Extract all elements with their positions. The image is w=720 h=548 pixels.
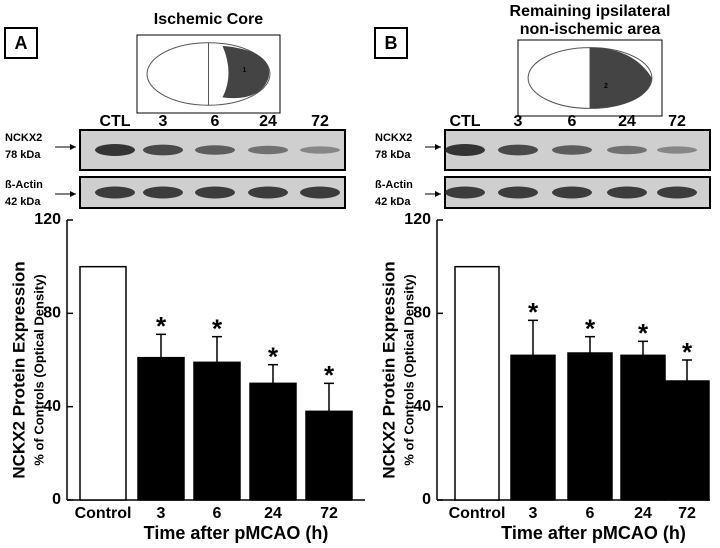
blot-band — [607, 186, 647, 199]
region-number: 2 — [604, 83, 608, 90]
blot-band — [552, 186, 592, 199]
blot-size: 78 kDa — [5, 149, 41, 161]
panel-label: A — [15, 33, 28, 53]
x-tick-label: 3 — [529, 505, 538, 522]
blot-size: 42 kDa — [375, 196, 411, 208]
blot-label: NCKX2 — [5, 132, 42, 144]
x-axis-label: Time after pMCAO (h) — [144, 523, 329, 543]
blot-band — [445, 186, 485, 199]
blot-band — [95, 186, 135, 199]
blot-band — [552, 145, 592, 155]
blot-band — [445, 144, 485, 156]
x-tick-label: 24 — [634, 505, 652, 522]
blot-band — [607, 145, 647, 155]
significance-label: * — [212, 314, 223, 344]
lane-label: 24 — [259, 113, 277, 130]
y-tick-label: 0 — [422, 491, 431, 508]
significance-label: * — [268, 342, 279, 372]
y-axis-label: NCKX2 Protein Expression — [379, 261, 398, 478]
blot-band — [657, 186, 697, 199]
x-tick-label: 6 — [586, 505, 595, 522]
region-number: 1 — [243, 67, 247, 74]
significance-label: * — [682, 337, 693, 367]
bar — [664, 380, 710, 501]
lane-label: CTL — [449, 113, 480, 130]
blot-band — [248, 145, 288, 155]
region-title: Remaining ipsilateral — [510, 3, 671, 20]
blot-band — [498, 186, 538, 199]
blot-band — [300, 186, 340, 199]
lane-label: 3 — [514, 113, 523, 130]
significance-label: * — [585, 314, 596, 344]
y-axis-label: NCKX2 Protein Expression — [9, 261, 28, 478]
lane-label: 3 — [159, 113, 168, 130]
blot-band — [95, 144, 135, 156]
blot-band — [498, 144, 538, 156]
y-axis-sublabel: % of Controls (Optical Density) — [31, 274, 46, 465]
blot-band — [300, 146, 340, 154]
bar — [510, 354, 556, 501]
significance-label: * — [324, 360, 335, 390]
lane-label: CTL — [99, 113, 130, 130]
ischemic-region — [222, 45, 270, 99]
significance-label: * — [156, 311, 167, 341]
bar — [79, 265, 127, 501]
bar — [567, 352, 613, 501]
x-tick-label: 6 — [213, 505, 222, 522]
blot-arrowhead — [435, 144, 441, 150]
blot-arrowhead — [70, 191, 76, 197]
lane-label: 6 — [211, 113, 220, 130]
x-tick-label: 72 — [678, 505, 696, 522]
lane-label: 72 — [668, 113, 686, 130]
non-ischemic-region — [590, 47, 652, 109]
x-tick-label: Control — [449, 505, 506, 522]
significance-label: * — [638, 318, 649, 348]
x-tick-label: 72 — [320, 505, 338, 522]
y-axis-sublabel: % of Controls (Optical Density) — [401, 274, 416, 465]
blot-size: 42 kDa — [5, 196, 41, 208]
bar — [305, 410, 353, 501]
y-tick-label: 0 — [52, 491, 61, 508]
bar — [193, 361, 241, 501]
y-tick-label: 120 — [34, 211, 61, 228]
lane-label: 72 — [311, 113, 329, 130]
blot-arrowhead — [435, 191, 441, 197]
panel-label-box — [374, 27, 408, 59]
x-axis-label: Time after pMCAO (h) — [501, 523, 686, 543]
blot-band — [657, 146, 697, 154]
region-title: Ischemic Core — [154, 11, 263, 28]
blot-band — [143, 144, 183, 156]
blot-band — [143, 186, 183, 199]
blot-size: 78 kDa — [375, 149, 411, 161]
blot-arrowhead — [70, 144, 76, 150]
blot-label: ß-Actin — [5, 179, 43, 191]
lane-label: 24 — [618, 113, 636, 130]
blot-band — [195, 186, 235, 199]
y-tick-label: 40 — [413, 398, 431, 415]
y-tick-label: 80 — [43, 305, 61, 322]
blot-label: ß-Actin — [375, 179, 413, 191]
y-tick-label: 40 — [43, 398, 61, 415]
bar — [137, 356, 185, 501]
panel-label-box — [4, 27, 38, 59]
x-tick-label: 3 — [157, 505, 166, 522]
blot-band — [248, 186, 288, 199]
y-tick-label: 80 — [413, 305, 431, 322]
significance-label: * — [528, 297, 539, 327]
panel-label: B — [385, 33, 398, 53]
bar — [249, 382, 297, 501]
x-tick-label: Control — [75, 505, 132, 522]
x-tick-label: 24 — [264, 505, 282, 522]
lane-label: 6 — [568, 113, 577, 130]
y-tick-label: 120 — [404, 211, 431, 228]
bar — [620, 354, 666, 501]
blot-label: NCKX2 — [375, 132, 412, 144]
blot-band — [195, 145, 235, 155]
bar — [454, 265, 500, 501]
region-title: non-ischemic area — [520, 21, 661, 38]
